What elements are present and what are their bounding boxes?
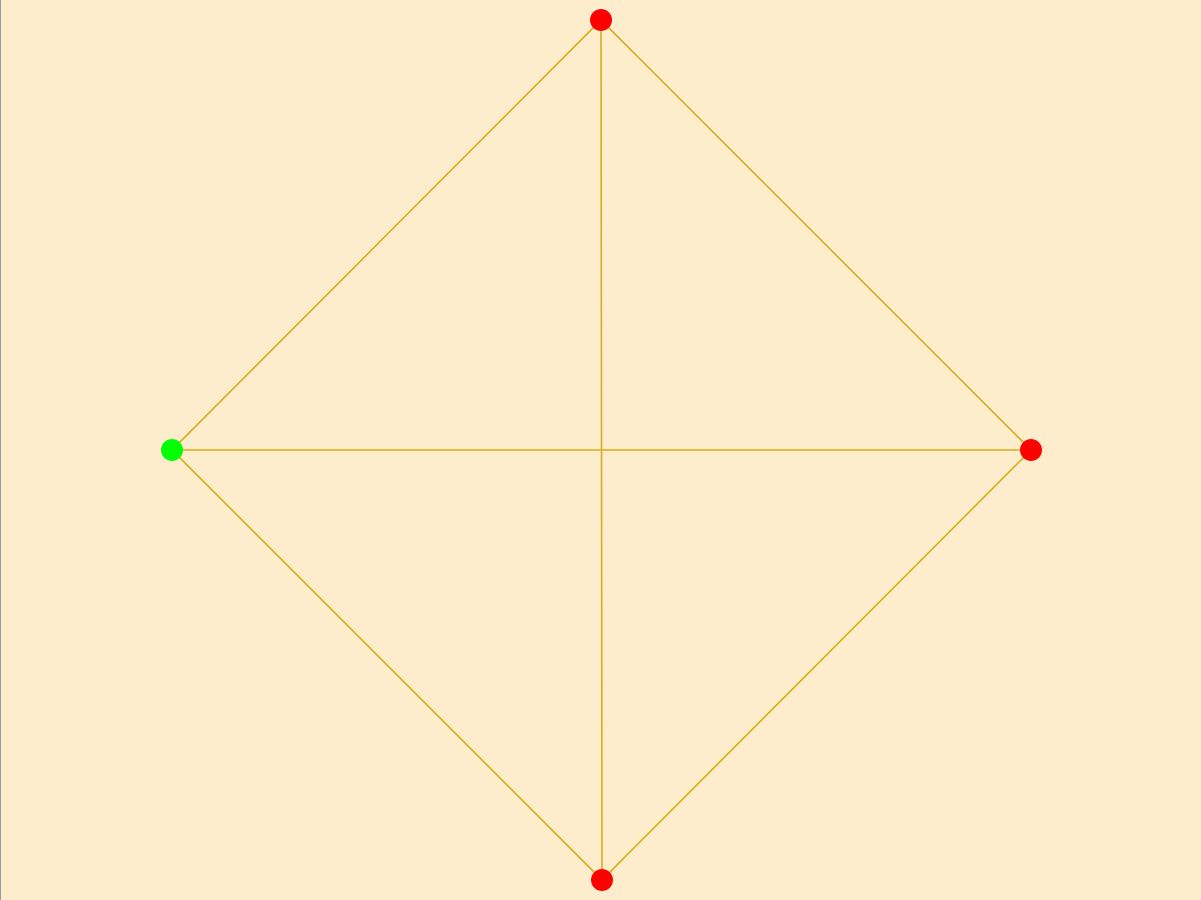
edge-left-bottom (171, 449, 603, 881)
node-left[interactable] (161, 439, 183, 461)
edge-right-bottom (601, 449, 1032, 881)
edge-top-left (171, 19, 602, 451)
node-top[interactable] (590, 9, 612, 31)
edges-layer (171, 19, 1032, 881)
nodes-layer (161, 9, 1042, 891)
edge-top-right (600, 19, 1032, 451)
node-right[interactable] (1020, 439, 1042, 461)
node-bottom[interactable] (591, 869, 613, 891)
